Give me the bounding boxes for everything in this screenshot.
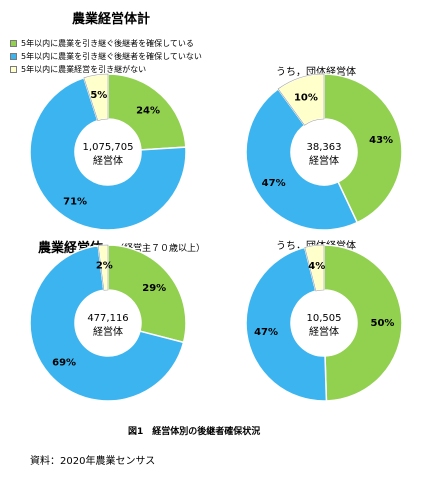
donut-center-value: 1,075,705 — [83, 142, 134, 153]
donut-segment-not-secured — [245, 246, 328, 402]
donut-segment-not-secured — [245, 87, 359, 231]
donut-segment-secured — [107, 244, 187, 344]
data-label-secured: 43% — [369, 135, 393, 146]
donut-center-unit: 経営体 — [93, 325, 123, 338]
legend-item-no-succession: 5年以内に農業経営を引き継がない — [10, 63, 146, 75]
donut-center-unit: 経営体 — [309, 154, 339, 167]
legend-swatch-not-secured — [10, 52, 17, 60]
legend-swatch-no-succession — [10, 65, 17, 73]
donut-segment-secured — [107, 73, 187, 151]
donut-center-value: 477,116 — [87, 313, 128, 324]
figure-caption: 図1 経営体別の後継者確保状況 — [128, 427, 261, 437]
donut-center-unit: 経営体 — [309, 325, 339, 338]
source-note: 資料：2020年農業センサス — [30, 456, 156, 467]
data-label-no-succession: 4% — [308, 261, 325, 272]
donut-segment-outline — [83, 73, 109, 121]
donut-segment-secured — [323, 244, 403, 402]
data-label-not-secured: 71% — [63, 196, 87, 207]
donut-segment-not-secured — [29, 76, 187, 231]
legend-label-secured: 5年以内に農業を引き継ぐ後継者を確保している — [21, 38, 194, 48]
data-label-not-secured: 47% — [254, 327, 278, 338]
legend-swatch-secured — [10, 39, 17, 47]
donut-segment-outline — [277, 73, 325, 126]
chart-subtitle-top-right: うち，団体経営体 — [276, 67, 356, 78]
donut-segment-outline — [304, 244, 325, 292]
legend-item-not-secured: 5年以内に農業を引き継ぐ後継者を確保していない — [10, 50, 202, 62]
legend-item-secured: 5年以内に農業を引き継ぐ後継者を確保している — [10, 37, 194, 49]
legend-label-no-succession: 5年以内に農業経営を引き継がない — [21, 64, 147, 74]
data-label-not-secured: 47% — [262, 178, 286, 189]
data-label-no-succession: 10% — [294, 92, 318, 103]
legend-label-not-secured: 5年以内に農業を引き継ぐ後継者を確保していない — [21, 51, 202, 61]
donut-segment-outline — [97, 244, 109, 291]
data-label-secured: 50% — [371, 318, 395, 329]
data-label-not-secured: 69% — [52, 358, 76, 369]
data-label-secured: 24% — [136, 105, 160, 116]
chart-title-bottom-note: （経営主７０歳以上） — [115, 244, 206, 254]
donut-center-value: 10,505 — [307, 313, 342, 324]
donut-segment-secured — [323, 73, 403, 224]
chart-title-top: 農業経営体計 — [72, 12, 151, 27]
donut-segment-not-secured — [29, 244, 185, 402]
data-label-no-succession: 5% — [90, 90, 107, 101]
data-label-secured: 29% — [142, 283, 166, 294]
donut-center-value: 38,363 — [307, 142, 342, 153]
data-label-no-succession: 2% — [96, 261, 113, 272]
donut-center-unit: 経営体 — [93, 154, 123, 167]
